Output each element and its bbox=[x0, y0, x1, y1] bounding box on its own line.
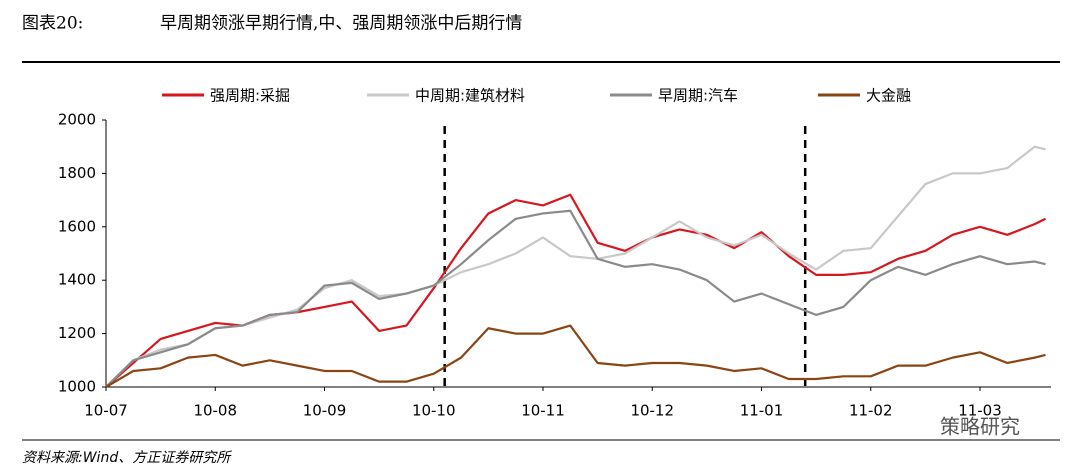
series-line bbox=[105, 209, 1046, 388]
series-line bbox=[105, 193, 1047, 388]
legend-label: 强周期:采掘 bbox=[210, 87, 290, 105]
y-tick-label: 1800 bbox=[58, 164, 96, 182]
series-line bbox=[105, 324, 1046, 388]
y-tick-label: 1600 bbox=[58, 217, 96, 235]
source: 资料来源:Wind、方正证券研究所 bbox=[22, 450, 232, 466]
x-tick-label: 10-07 bbox=[84, 402, 128, 420]
chart-title: 早周期领涨早期行情,中、强周期领涨中后期行情 bbox=[160, 14, 522, 34]
x-tick-label: 10-10 bbox=[412, 402, 456, 420]
legend-label: 早周期:汽车 bbox=[658, 87, 738, 105]
series-line bbox=[105, 145, 1046, 388]
x-tick-label: 11-02 bbox=[849, 402, 893, 420]
figure-label: 图表20: bbox=[22, 14, 83, 34]
y-tick-label: 1200 bbox=[58, 324, 96, 342]
legend-label: 中周期:建筑材料 bbox=[415, 87, 525, 105]
x-tick-label: 10-11 bbox=[521, 402, 565, 420]
x-tick-label: 10-08 bbox=[193, 402, 237, 420]
x-tick-label: 10-12 bbox=[630, 402, 674, 420]
y-tick-label: 2000 bbox=[58, 111, 96, 129]
y-tick-label: 1000 bbox=[58, 378, 96, 396]
legend-label: 大金融 bbox=[866, 87, 911, 105]
x-tick-label: 11-01 bbox=[740, 402, 784, 420]
x-tick-label: 10-09 bbox=[303, 402, 347, 420]
watermark: 策略研究 bbox=[940, 415, 1020, 439]
x-tick-label: 11-03 bbox=[958, 402, 1002, 420]
y-tick-label: 1400 bbox=[58, 271, 96, 289]
